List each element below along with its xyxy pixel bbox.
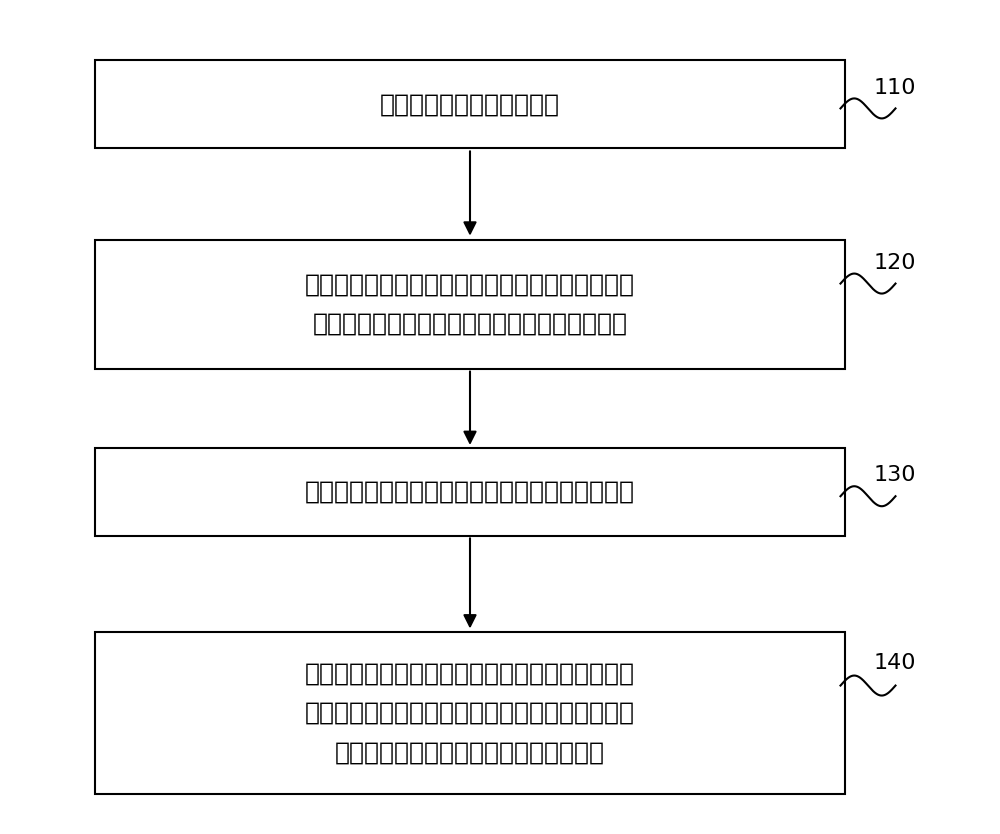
Text: 获取待称重物品的实际图片: 获取待称重物品的实际图片 <box>380 93 560 116</box>
Text: 获取多个参照图片对应的物品种类以及相似度信息: 获取多个参照图片对应的物品种类以及相似度信息 <box>305 480 635 504</box>
Text: 140: 140 <box>874 653 916 673</box>
FancyBboxPatch shape <box>95 632 845 794</box>
FancyBboxPatch shape <box>95 61 845 148</box>
Text: 110: 110 <box>874 78 916 98</box>
Text: 120: 120 <box>874 253 916 273</box>
Text: 130: 130 <box>874 465 916 485</box>
FancyBboxPatch shape <box>95 240 845 369</box>
Text: 根据物品种类以及对应的相似度信息，在第二数据
库中查找对应的标准图片并进行显示，以使用户根
据显示的标准图片选择相应物品进行称重: 根据物品种类以及对应的相似度信息，在第二数据 库中查找对应的标准图片并进行显示，… <box>305 662 635 764</box>
Text: 将实际图片与第一数据库中的参照图片进行相似度
匹配，并根据相似度从高至低选取多个参照图片: 将实际图片与第一数据库中的参照图片进行相似度 匹配，并根据相似度从高至低选取多个… <box>305 273 635 336</box>
FancyBboxPatch shape <box>95 449 845 536</box>
